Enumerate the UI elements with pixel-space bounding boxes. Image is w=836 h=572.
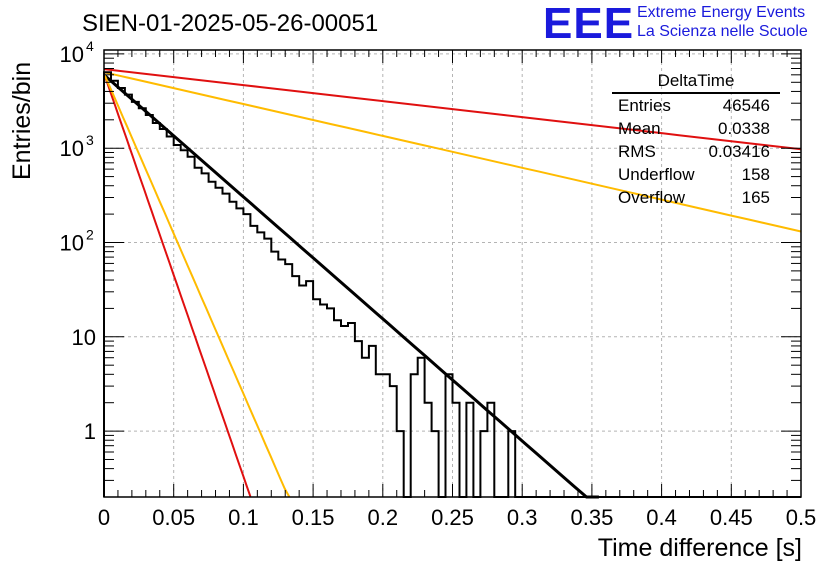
x-tick-label: 0.05 <box>152 505 195 530</box>
stats-value: 46546 <box>722 96 770 115</box>
y-axis-label: Entries/bin <box>8 61 36 180</box>
stats-label: Mean <box>618 119 661 138</box>
x-tick-label: 0.35 <box>570 505 613 530</box>
stats-value: 158 <box>741 165 770 184</box>
y-tick-label: 1 <box>84 419 96 444</box>
x-tick-label: 0.1 <box>228 505 259 530</box>
y-tick-exponent: 2 <box>86 226 94 242</box>
stats-row-entries: Entries 46546 <box>610 94 778 117</box>
stats-row-rms: RMS 0.03416 <box>610 140 778 163</box>
eee-logo: EEE <box>543 0 635 48</box>
fit-line-red-shallow <box>103 68 802 151</box>
x-tick-label: 0.2 <box>368 505 399 530</box>
y-tick-label: 10 <box>60 42 84 67</box>
stats-label: Overflow <box>618 188 686 207</box>
stats-title: DeltaTime <box>612 70 780 94</box>
stats-label: Entries <box>618 96 671 115</box>
fit-line-fit <box>103 73 599 499</box>
x-tick-label: 0.45 <box>710 505 753 530</box>
fit-line-orange-shallow <box>103 71 802 233</box>
x-tick-label: 0.25 <box>431 505 474 530</box>
x-tick-label: 0.5 <box>786 505 817 530</box>
stats-row-mean: Mean 0.0338 <box>610 117 778 140</box>
axis-ticks <box>103 50 802 498</box>
x-tick-label: 0 <box>98 505 110 530</box>
fit-line-orange-steep <box>103 73 291 498</box>
stats-box: DeltaTime Entries 46546 Mean 0.0338 RMS … <box>610 70 780 209</box>
stats-row-overflow: Overflow 165 <box>610 186 778 209</box>
stats-label: RMS <box>618 142 656 161</box>
stats-label: Underflow <box>618 165 695 184</box>
y-tick-label: 10 <box>72 325 96 350</box>
stats-value: 165 <box>741 188 770 207</box>
logo-line-2: La Scienza nelle Scuole <box>637 23 808 40</box>
y-tick-label: 10 <box>60 136 84 161</box>
fit-line-red-steep <box>103 73 252 497</box>
x-tick-label: 0.3 <box>507 505 538 530</box>
stats-value: 0.03416 <box>708 142 770 161</box>
y-tick-label: 10 <box>60 230 84 255</box>
stats-value: 0.0338 <box>718 119 770 138</box>
y-tick-exponent: 3 <box>86 132 94 148</box>
x-tick-label: 0.4 <box>646 505 677 530</box>
logo-line-1: Extreme Energy Events <box>637 4 806 21</box>
y-tick-exponent: 4 <box>86 38 94 54</box>
chart-title: SIEN-01-2025-05-26-00051 <box>82 10 379 37</box>
x-tick-label: 0.15 <box>292 505 335 530</box>
tick-labels: 0 0.05 0.1 0.15 0.2 0.25 0.3 0.35 0.4 0.45 0.5 1 10 1… <box>60 38 817 530</box>
x-axis-label: Time difference [s] <box>597 534 802 562</box>
stats-row-underflow: Underflow 158 <box>610 163 778 186</box>
fit-curves <box>103 68 802 499</box>
